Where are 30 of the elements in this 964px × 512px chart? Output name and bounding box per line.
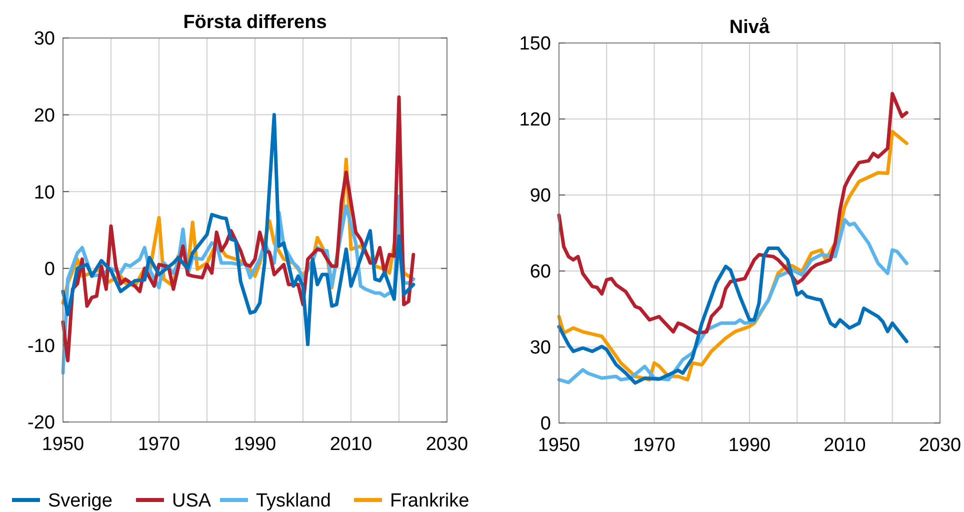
x-tick-label: 1970	[633, 435, 676, 456]
y-tick-label: 60	[530, 262, 551, 283]
x-tick-label: 2030	[918, 435, 962, 456]
y-tick-label: 0	[44, 259, 55, 280]
line-series	[557, 92, 908, 335]
y-tick-label: 30	[530, 338, 551, 359]
legend-label: USA	[172, 490, 212, 512]
x-tick-label: 1990	[234, 434, 276, 455]
chart-title: Första differens	[183, 12, 327, 33]
line-series	[557, 246, 908, 385]
chart-title: Nivå	[729, 17, 770, 38]
y-tick-label: 20	[34, 105, 55, 126]
x-tick-label: 2010	[824, 435, 866, 456]
y-tick-label: 120	[519, 110, 551, 131]
legend-label: Sverige	[48, 490, 112, 512]
y-tick-label: 30	[34, 28, 55, 50]
y-tick-label: 90	[530, 186, 551, 207]
y-tick-label: -20	[28, 412, 55, 434]
legend-label: Frankrike	[390, 490, 470, 512]
x-tick-label: 2030	[426, 434, 468, 455]
x-tick-label: 1990	[728, 435, 771, 456]
y-tick-label: -10	[28, 336, 55, 357]
y-tick-label: 150	[519, 34, 551, 55]
x-tick-label: 1950	[42, 434, 84, 455]
legend-label: Tyskland	[256, 490, 331, 512]
y-tick-label: 0	[540, 414, 551, 435]
x-tick-label: 1950	[538, 435, 580, 456]
x-tick-label: 1970	[138, 434, 180, 455]
x-tick-label: 2010	[330, 434, 372, 455]
y-tick-label: 10	[34, 182, 55, 204]
